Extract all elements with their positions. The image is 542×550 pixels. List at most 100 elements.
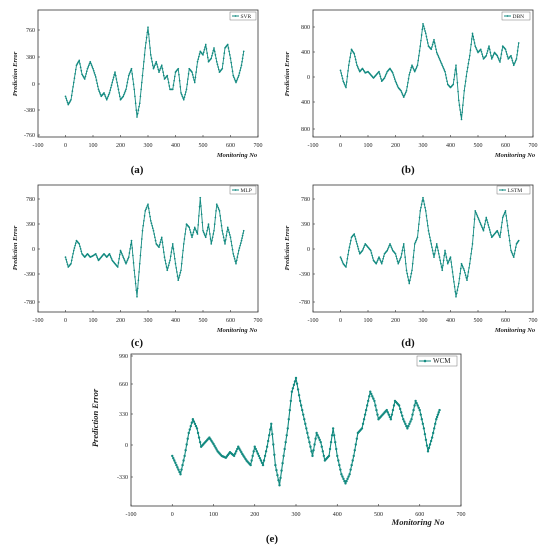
data-point	[512, 256, 515, 258]
data-point	[358, 69, 360, 71]
data-point	[149, 47, 151, 49]
data-point	[233, 78, 236, 80]
data-point	[487, 47, 490, 50]
data-point	[445, 77, 448, 79]
data-point	[444, 249, 446, 252]
data-point	[312, 448, 315, 452]
legend-label: MLP	[241, 188, 252, 194]
data-point	[185, 88, 188, 91]
data-point	[257, 454, 261, 458]
data-point	[454, 69, 457, 71]
data-point	[148, 211, 151, 214]
data-point	[401, 93, 404, 95]
legend-box	[416, 355, 458, 367]
data-point	[345, 266, 347, 268]
data-point	[513, 62, 516, 65]
data-point	[196, 233, 199, 235]
data-point	[79, 63, 81, 65]
data-point	[503, 211, 506, 214]
data-point	[238, 72, 241, 74]
data-point	[347, 69, 349, 72]
data-point	[191, 73, 194, 76]
data-point	[506, 53, 508, 55]
data-point	[467, 62, 470, 65]
data-point	[182, 98, 185, 101]
data-point	[342, 80, 345, 83]
data-point	[179, 473, 182, 476]
data-point	[392, 74, 395, 76]
data-point	[137, 109, 140, 111]
data-point	[475, 213, 478, 216]
data-point	[320, 445, 323, 448]
data-point	[469, 257, 472, 260]
data-point	[456, 81, 459, 84]
data-point	[472, 234, 475, 237]
data-point	[175, 463, 178, 467]
data-point	[291, 387, 295, 390]
data-point	[348, 246, 351, 249]
data-point	[228, 50, 230, 53]
data-point	[404, 256, 406, 258]
data-point	[107, 93, 110, 96]
x-tick-label: 400	[446, 143, 455, 149]
data-point	[401, 249, 404, 252]
data-point	[436, 413, 440, 416]
data-point	[154, 64, 156, 67]
data-point	[419, 210, 422, 212]
data-point	[424, 210, 427, 212]
data-point	[158, 71, 160, 73]
data-point	[236, 256, 239, 258]
data-point	[403, 249, 406, 252]
panel-tag: (b)	[401, 164, 415, 176]
x-tick-label: 700	[457, 512, 466, 518]
data-point	[448, 257, 451, 260]
data-point	[90, 62, 92, 65]
data-point	[215, 448, 218, 451]
data-point	[409, 276, 412, 278]
data-point	[277, 479, 280, 482]
data-point	[143, 60, 145, 63]
data-point	[215, 210, 217, 212]
x-tick-label: -100	[308, 143, 319, 149]
data-point	[118, 95, 121, 98]
data-point	[452, 276, 455, 278]
data-point	[191, 418, 195, 421]
data-point	[446, 80, 448, 83]
data-point	[239, 242, 242, 244]
data-point	[342, 477, 345, 481]
data-point	[397, 404, 401, 407]
data-point	[444, 73, 447, 76]
data-point	[343, 81, 345, 84]
data-point	[193, 422, 197, 426]
data-point	[378, 257, 381, 260]
data-point	[142, 224, 145, 227]
data-point	[446, 262, 449, 265]
data-point	[429, 439, 433, 443]
data-point	[339, 468, 342, 471]
data-point	[356, 65, 359, 68]
data-point	[190, 421, 194, 424]
data-point	[72, 81, 75, 84]
data-point	[338, 463, 341, 467]
data-point	[177, 468, 180, 471]
data-point	[420, 203, 423, 206]
x-axis-title: Monitoring No	[216, 327, 258, 334]
panel-tag: (d)	[401, 337, 415, 349]
data-point	[507, 229, 510, 232]
x-tick-label: 100	[89, 143, 98, 149]
data-point	[465, 75, 468, 78]
data-point	[152, 229, 155, 232]
data-point	[162, 251, 165, 253]
data-point	[182, 249, 184, 252]
data-point	[151, 227, 154, 230]
x-tick-label: 0	[64, 318, 67, 324]
data-point	[412, 408, 415, 412]
data-point	[391, 72, 394, 74]
data-point	[376, 413, 379, 416]
data-point	[414, 241, 417, 244]
data-point	[242, 229, 245, 232]
data-point	[79, 248, 82, 250]
x-tick-label: 500	[474, 318, 483, 324]
data-point	[406, 427, 409, 430]
y-tick-label: -330	[117, 475, 128, 481]
